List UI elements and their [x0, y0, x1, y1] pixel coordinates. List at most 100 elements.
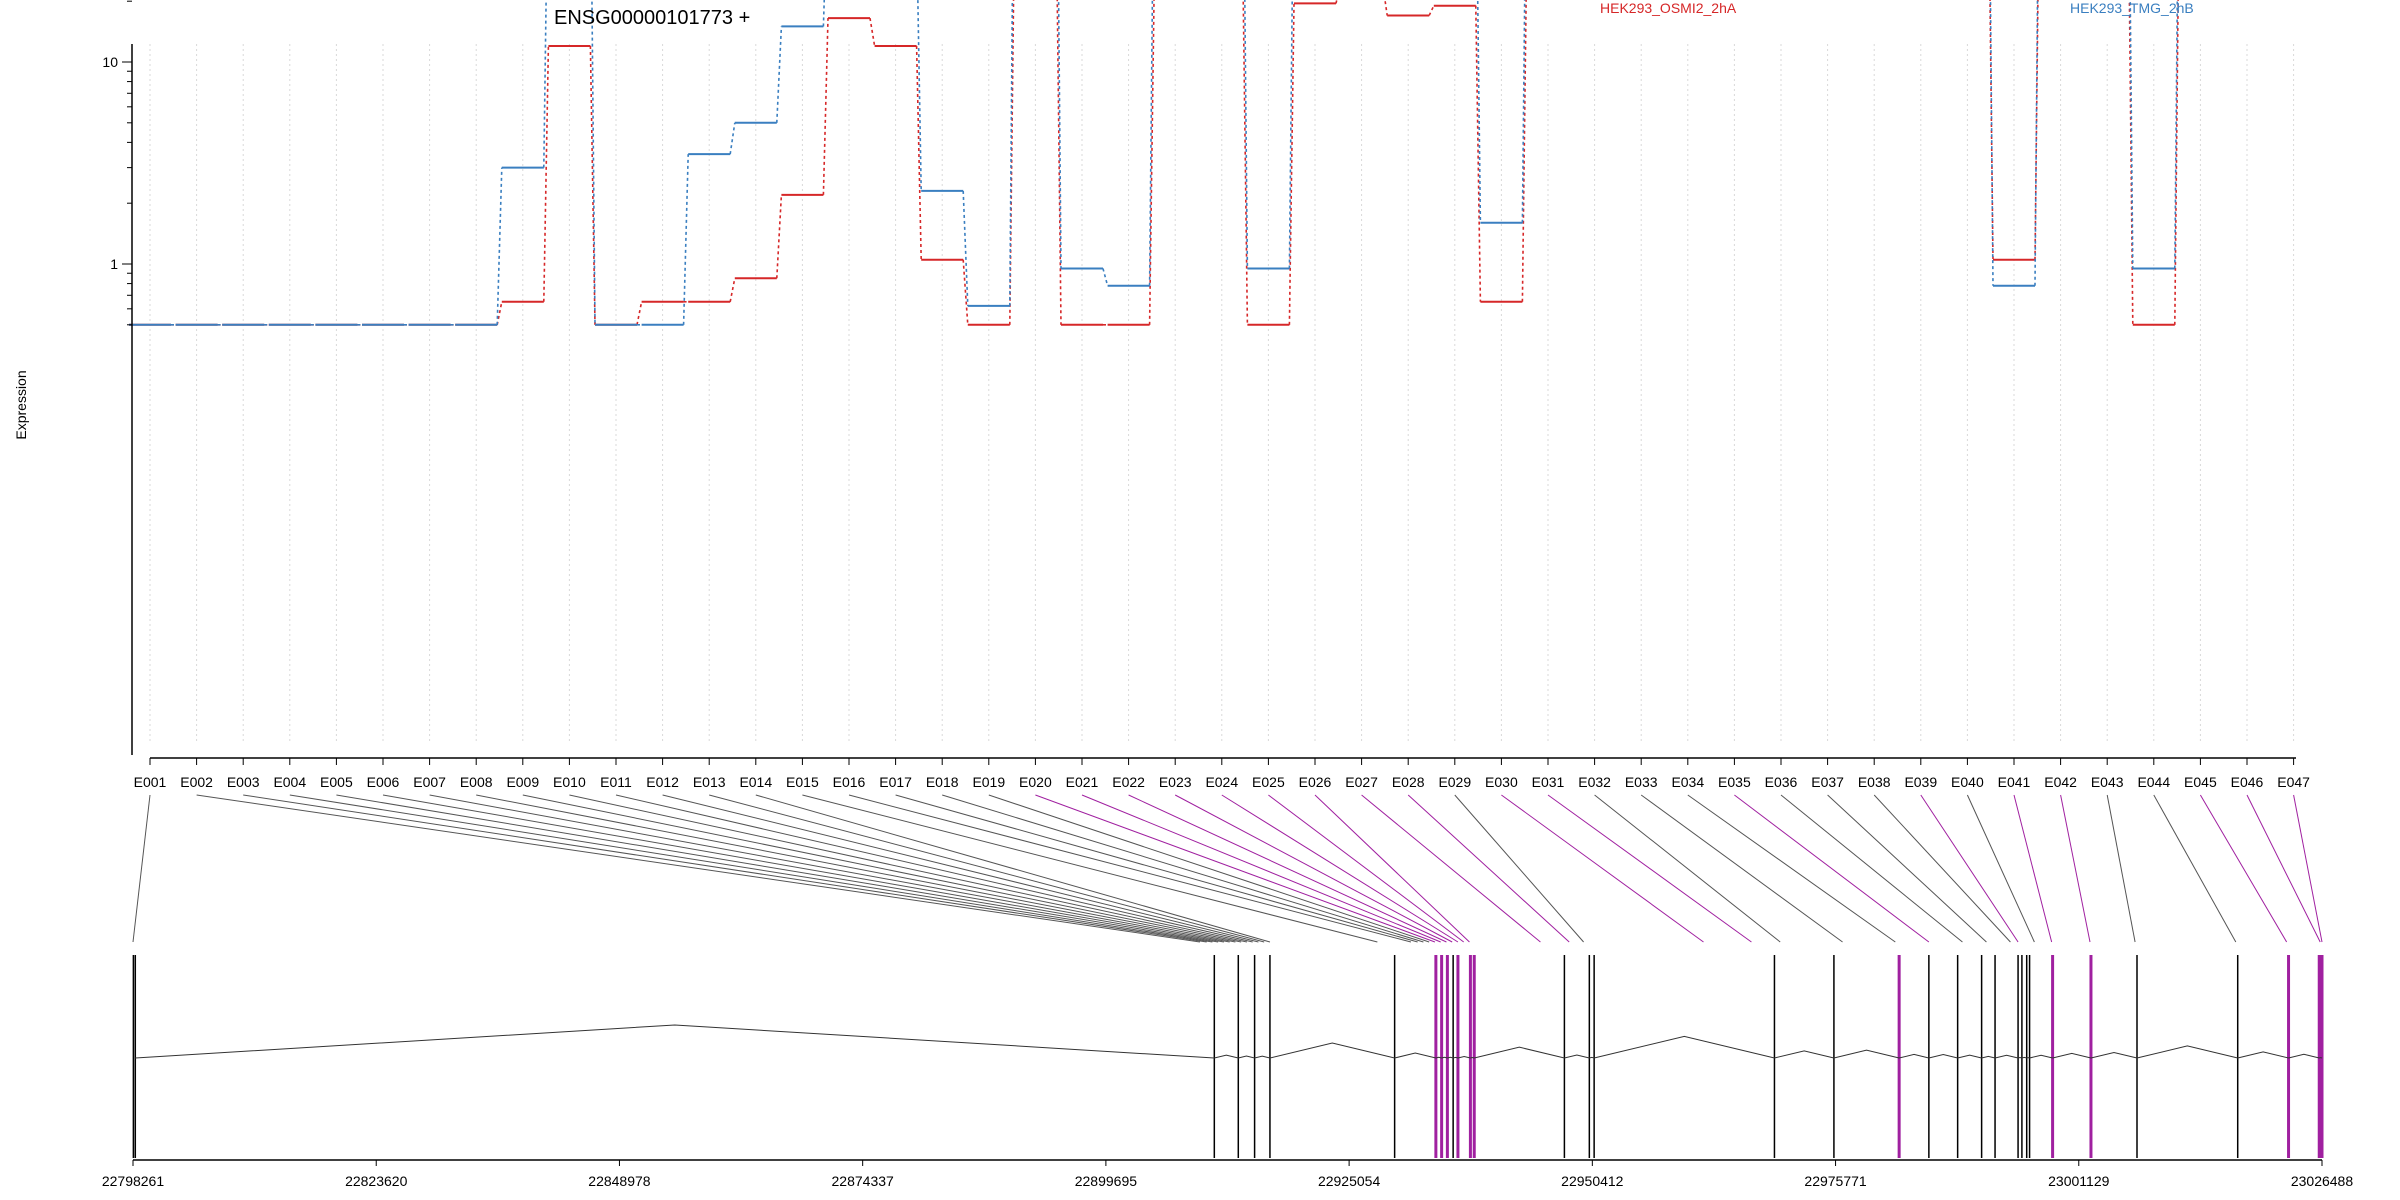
y-tick-label: 10: [102, 54, 118, 70]
exon-connector-E025: [1268, 794, 1464, 943]
series-connector: [962, 190, 969, 306]
intron-line: [1957, 1054, 1982, 1059]
x-tick-label: E033: [1625, 774, 1658, 790]
series-connector: [2034, 0, 2039, 286]
exon-connector-E006: [382, 794, 1224, 943]
x-tick-label: E045: [2184, 774, 2217, 790]
genomic-tick-label: 22950412: [1561, 1173, 1624, 1189]
x-tick-label: E003: [227, 774, 260, 790]
series-connector: [682, 154, 689, 325]
series-connector: [822, 18, 829, 195]
intron-line: [2021, 1056, 2027, 1059]
x-tick-label: E024: [1205, 774, 1238, 790]
series-connector: [543, 45, 550, 302]
intron-line: [2090, 1051, 2138, 1059]
intron-line: [1994, 1054, 2019, 1059]
intron-line: [2136, 1045, 2238, 1059]
exon-connector-E026: [1314, 794, 1470, 943]
genomic-tick-label: 22823620: [345, 1173, 408, 1189]
x-tick-label: E032: [1578, 774, 1611, 790]
legend-series-b: HEK293_TMG_2hB: [2070, 0, 2194, 16]
exon-connector-E028: [1407, 794, 1570, 943]
x-tick-label: E005: [320, 774, 353, 790]
exon-connector-E013: [709, 794, 1265, 943]
exon-tick-labels: E001 E002 E003 E004 E005 E006 E007 E008 E009 E010…: [134, 758, 2310, 790]
exon-connector-E031: [1547, 794, 1752, 943]
series-connector: [2129, 0, 2134, 269]
exon-connector-E012: [662, 794, 1259, 943]
series-connector: [496, 301, 503, 325]
intron-line: [1457, 1055, 1471, 1059]
x-tick-label: E009: [506, 774, 539, 790]
x-tick-label: E044: [2137, 774, 2170, 790]
intron-line: [1928, 1054, 1958, 1059]
exon-connector-E008: [476, 794, 1236, 943]
series-connector: [543, 0, 547, 168]
exon-connector-E020: [1035, 794, 1436, 943]
exon-grid: [149, 44, 2295, 742]
series-connector: [962, 259, 969, 325]
genomic-ticks: 22798261 22823620 22848978 22874337 22899695…: [102, 1159, 2354, 1189]
exon-connector-E003: [243, 794, 1207, 943]
intron-line: [1254, 1055, 1271, 1059]
x-tick-label: E043: [2091, 774, 2124, 790]
genomic-tick-label: 22899695: [1075, 1173, 1138, 1189]
series-connector: [1521, 0, 1527, 302]
intron-line: [1594, 1035, 1775, 1059]
series-connector: [1057, 0, 1062, 269]
intron-line: [1564, 1054, 1590, 1059]
intron-line: [1474, 1046, 1565, 1059]
intron-line: [2029, 1054, 2053, 1059]
exon-connector-E040: [1966, 794, 2035, 943]
intron-line: [1589, 1056, 1595, 1059]
series-connector: [1428, 5, 1435, 16]
x-tick-label: E025: [1252, 774, 1285, 790]
x-tick-label: E046: [2231, 774, 2264, 790]
exon-connector-E011: [615, 794, 1253, 943]
x-tick-label: E006: [367, 774, 400, 790]
series-connector: [822, 0, 826, 27]
exon-connector-E021: [1081, 794, 1441, 943]
x-tick-label: E020: [1019, 774, 1052, 790]
genomic-tick-label: 22925054: [1318, 1173, 1381, 1189]
series-connector: [496, 167, 503, 325]
exon-connector-E033: [1640, 794, 1843, 943]
x-tick-label: E002: [180, 774, 213, 790]
x-tick-label: E028: [1392, 774, 1425, 790]
x-tick-label: E016: [833, 774, 866, 790]
intron-line: [1269, 1042, 1395, 1059]
intron-line: [1447, 1056, 1454, 1059]
genomic-tick-label: 22848978: [588, 1173, 651, 1189]
intron-line: [1899, 1053, 1929, 1059]
x-tick-label: E001: [134, 774, 167, 790]
x-tick-label: E017: [879, 774, 912, 790]
x-tick-label: E037: [1811, 774, 1844, 790]
exon-connector-E014: [755, 794, 1271, 943]
intron-line: [1981, 1055, 1996, 1059]
series-connector: [776, 194, 783, 279]
exon-connector-E045: [2199, 794, 2288, 943]
x-tick-label: E036: [1765, 774, 1798, 790]
genomic-tick-label: 23026488: [2291, 1173, 2354, 1189]
series-connector: [776, 26, 783, 123]
x-tick-label: E013: [693, 774, 726, 790]
exon-connector-E039: [1920, 794, 2019, 943]
exon-connector-E018: [942, 794, 1424, 943]
x-tick-label: E042: [2044, 774, 2077, 790]
chart-title: ENSG00000101773 +: [554, 7, 750, 29]
genomic-tick-label: 22874337: [832, 1173, 895, 1189]
exon-connector-E005: [336, 794, 1219, 943]
series-connector: [1102, 268, 1109, 287]
y-tick-label: 1: [110, 256, 118, 272]
y-axis-label: Expression: [13, 370, 29, 439]
x-tick-label: E008: [460, 774, 493, 790]
series-connector: [1476, 0, 1482, 223]
series-connector: [1989, 0, 1994, 260]
series-connector: [1521, 0, 1526, 223]
intron-line: [1214, 1054, 1239, 1059]
exon-connector-E029: [1454, 794, 1584, 943]
axes: [131, 44, 2296, 759]
exon-connector-E015: [802, 794, 1378, 943]
intron-line: [1833, 1049, 1900, 1059]
exon-connector-E030: [1501, 794, 1704, 943]
